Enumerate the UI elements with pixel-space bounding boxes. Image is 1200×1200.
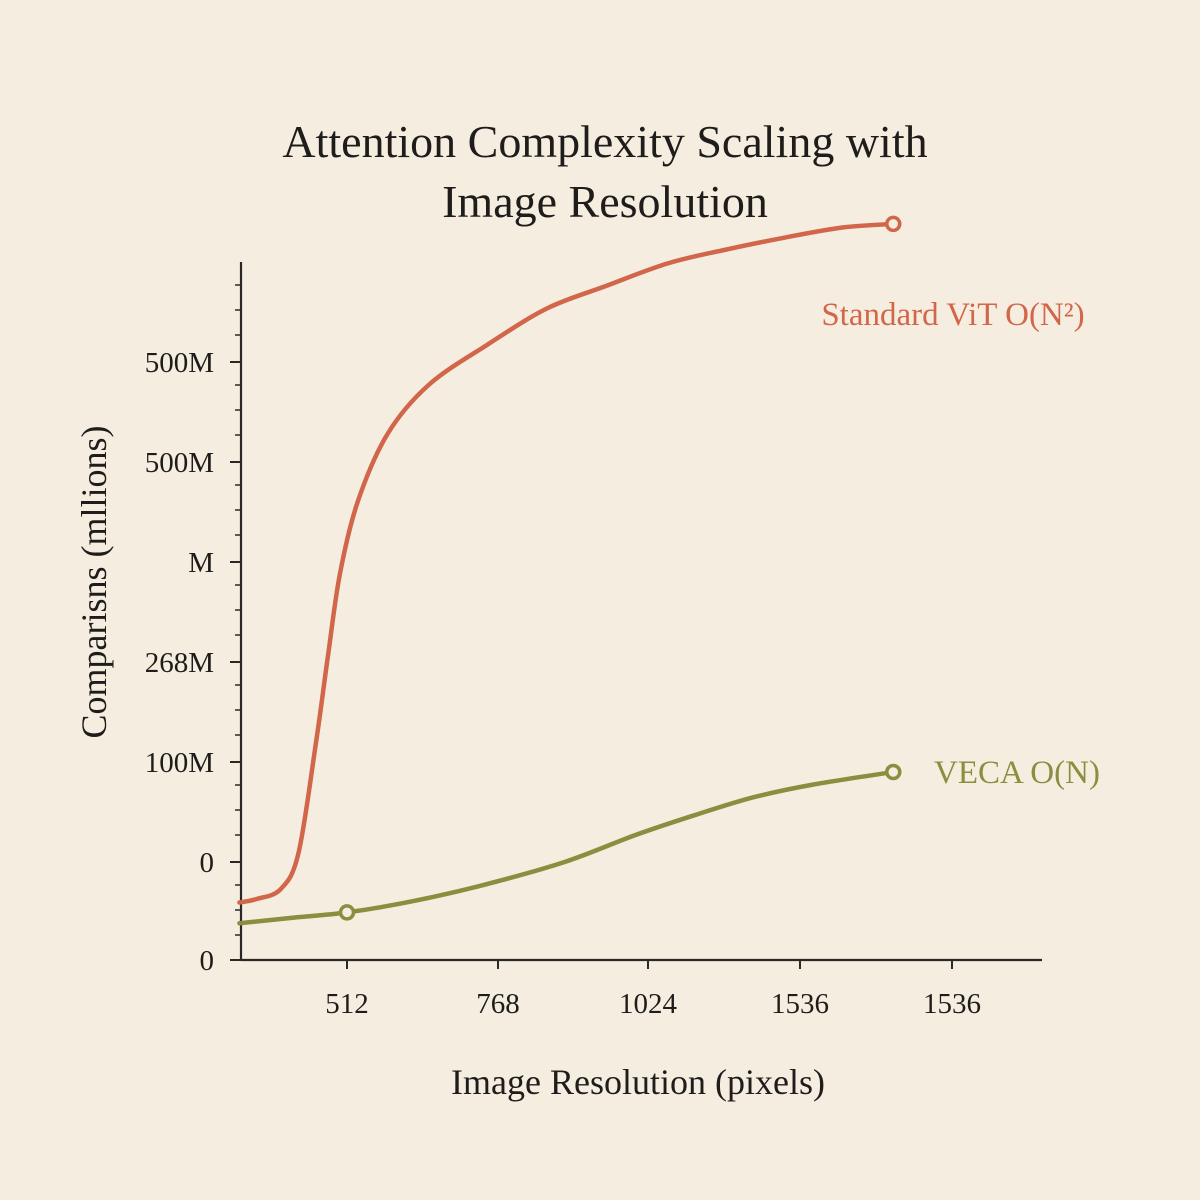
y-tick-label: 500M: [145, 347, 214, 379]
y-tick-label: 500M: [145, 447, 214, 479]
x-tick-label: 1024: [619, 988, 678, 1020]
y-tick-label: 0: [200, 945, 215, 977]
series-markers: [338, 215, 902, 921]
y-tick-label: M: [188, 547, 214, 579]
series-line-standard-vit: [237, 221, 896, 905]
x-tick-label: 512: [325, 988, 369, 1020]
y-ticks: 0 0 100M 268M M 500M 500M: [145, 347, 241, 977]
series-line-standard-vit-end-marker: [885, 215, 902, 233]
series-lines: [237, 221, 896, 926]
series-label-standard-vit: Standard ViT O(N²): [821, 297, 1084, 333]
chart-axes: [239, 262, 1042, 962]
chart-title-line-1: Attention Complexity Scaling with: [282, 116, 928, 167]
x-tick-label: 1536: [923, 988, 981, 1020]
chart-title: Attention Complexity Scaling with Image …: [0, 112, 1200, 232]
y-tick-label: 0: [200, 847, 215, 879]
series-line-veca-end-marker: [885, 763, 902, 781]
y-minor-ticks: [235, 284, 241, 936]
x-tick-label: 1536: [771, 988, 829, 1020]
series-label-veca: VECA O(N): [934, 755, 1100, 791]
x-ticks: 512 768 1024 1536 1536: [325, 960, 981, 1020]
series-line-veca: [237, 769, 896, 926]
x-tick-label: 768: [476, 988, 520, 1020]
y-axis-title: Comparisns (mllions): [74, 426, 114, 739]
series-line-veca-start-marker: [338, 904, 356, 921]
y-tick-label: 100M: [145, 747, 214, 779]
chart-title-line-2: Image Resolution: [442, 176, 768, 227]
x-axis-title: Image Resolution (pixels): [451, 1062, 825, 1102]
y-tick-label: 268M: [145, 647, 214, 679]
